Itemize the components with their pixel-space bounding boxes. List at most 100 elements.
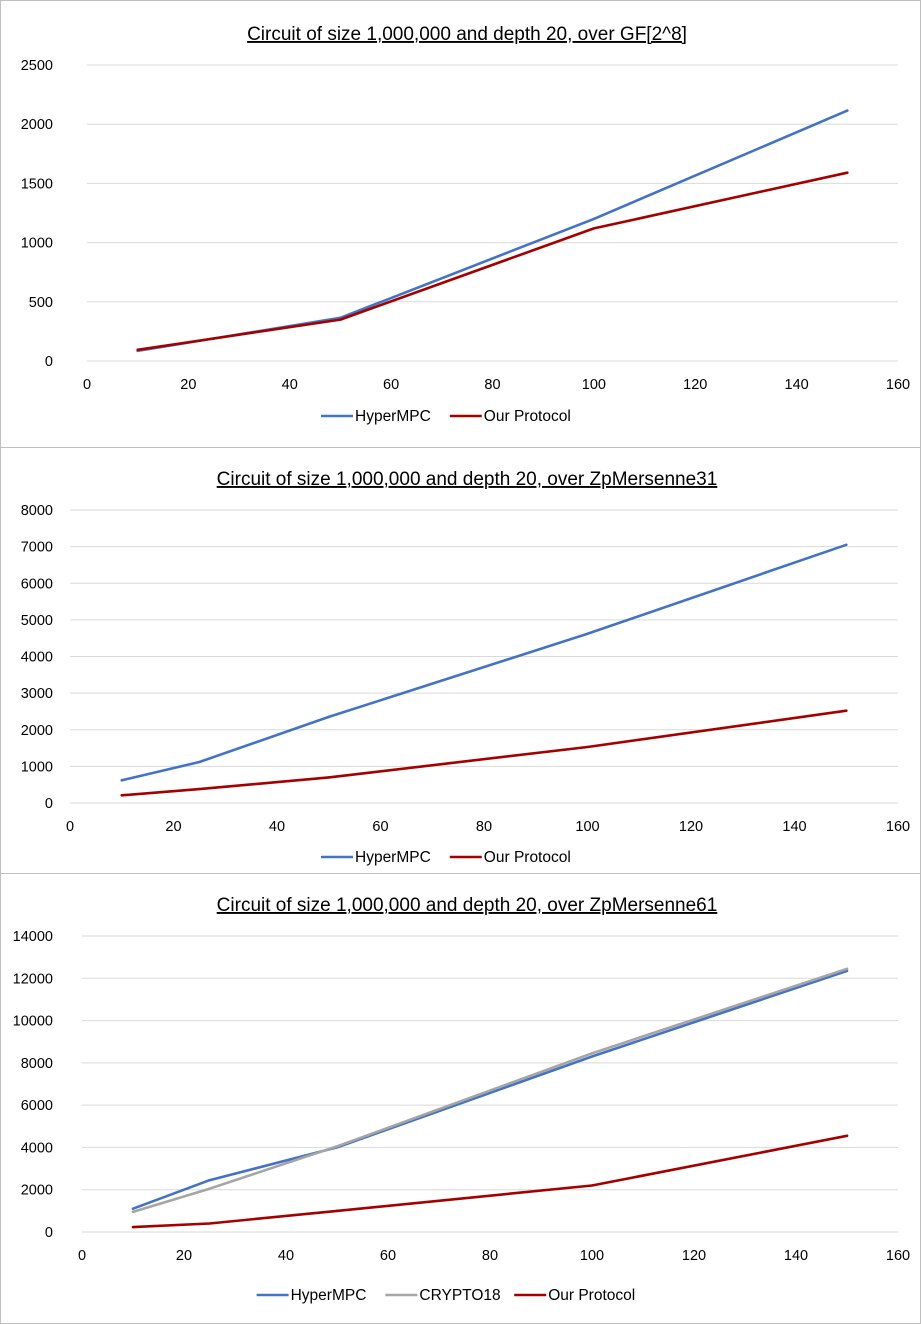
x-tick-label: 140 xyxy=(782,819,806,835)
data-point xyxy=(198,787,201,791)
legend-label: Our Protocol xyxy=(484,849,571,866)
series-line-our-protocol xyxy=(131,1134,849,1229)
data-point xyxy=(208,1187,211,1190)
x-tick-label: 120 xyxy=(679,819,703,835)
legend-label: CRYPTO18 xyxy=(419,1287,500,1304)
y-tick-label: 0 xyxy=(45,1225,53,1241)
y-tick-label: 0 xyxy=(45,354,53,370)
x-tick-label: 120 xyxy=(682,1248,706,1264)
legend-label: Our Protocol xyxy=(484,408,571,425)
legend-entry: CRYPTO18 xyxy=(385,1287,501,1304)
line-chart: Circuit of size 1,000,000 and depth 20, … xyxy=(21,469,910,866)
y-tick-label: 4000 xyxy=(21,650,53,666)
series-line-crypto18 xyxy=(131,967,849,1214)
x-tick-label: 100 xyxy=(582,377,606,393)
x-tick-label: 80 xyxy=(476,819,492,835)
x-tick-label: 0 xyxy=(83,377,91,393)
data-point xyxy=(198,760,201,764)
data-point xyxy=(120,794,123,797)
y-tick-label: 2000 xyxy=(21,1183,53,1199)
x-tick-label: 60 xyxy=(372,819,388,835)
chart-panel-2: Circuit of size 1,000,000 and depth 20, … xyxy=(0,447,921,874)
legend-label: HyperMPC xyxy=(355,408,431,425)
y-tick-label: 5000 xyxy=(21,613,53,629)
legend-entry: HyperMPC xyxy=(321,849,431,866)
chart-panel-3: Circuit of size 1,000,000 and depth 20, … xyxy=(0,873,921,1324)
data-point xyxy=(586,632,589,635)
chart-panel-1: Circuit of size 1,000,000 and depth 20, … xyxy=(0,0,921,448)
chart-title: Circuit of size 1,000,000 and depth 20, … xyxy=(247,24,687,45)
data-point xyxy=(120,779,123,782)
x-tick-label: 100 xyxy=(575,819,599,835)
data-point xyxy=(846,171,849,174)
data-point xyxy=(212,337,215,340)
y-tick-label: 3000 xyxy=(21,686,53,702)
data-point xyxy=(327,776,330,779)
y-tick-label: 2500 xyxy=(21,58,53,74)
y-tick-label: 2000 xyxy=(21,117,53,133)
line-chart: Circuit of size 1,000,000 and depth 20, … xyxy=(13,895,910,1304)
x-tick-label: 80 xyxy=(482,1248,498,1264)
chart-title: Circuit of size 1,000,000 and depth 20, … xyxy=(217,895,718,916)
x-tick-label: 40 xyxy=(282,377,298,393)
x-tick-label: 0 xyxy=(78,1248,86,1264)
data-point xyxy=(845,1134,849,1138)
data-point xyxy=(846,109,849,112)
data-point xyxy=(335,1209,339,1213)
y-tick-label: 1000 xyxy=(21,759,53,775)
x-tick-label: 20 xyxy=(176,1248,192,1264)
data-point xyxy=(590,1055,594,1058)
data-point xyxy=(208,1222,211,1225)
x-tick-label: 0 xyxy=(66,819,74,835)
x-tick-label: 160 xyxy=(886,377,910,393)
x-tick-label: 140 xyxy=(784,1248,808,1264)
y-tick-label: 4000 xyxy=(21,1140,53,1156)
line-chart: Circuit of size 1,000,000 and depth 20, … xyxy=(21,24,910,425)
data-point xyxy=(327,715,330,719)
y-tick-label: 1500 xyxy=(21,176,53,192)
series-line-our-protocol xyxy=(136,171,849,352)
legend-entry: HyperMPC xyxy=(321,408,431,425)
y-tick-label: 6000 xyxy=(21,1098,53,1114)
legend-entry: Our Protocol xyxy=(449,849,571,866)
x-tick-label: 140 xyxy=(785,377,809,393)
data-point xyxy=(592,217,596,221)
legend-entry: Our Protocol xyxy=(449,408,571,425)
data-point xyxy=(845,543,848,546)
data-point xyxy=(136,348,139,351)
data-point xyxy=(592,227,596,230)
y-tick-label: 6000 xyxy=(21,576,53,592)
x-tick-label: 40 xyxy=(278,1248,294,1264)
y-tick-label: 2000 xyxy=(21,723,53,739)
data-point xyxy=(339,318,342,321)
x-tick-label: 100 xyxy=(580,1248,604,1264)
y-tick-label: 12000 xyxy=(13,971,53,987)
series-line-hypermpc xyxy=(120,543,848,782)
chart-title: Circuit of size 1,000,000 and depth 20, … xyxy=(217,469,718,490)
y-tick-label: 1000 xyxy=(21,236,53,252)
data-point xyxy=(131,1225,135,1229)
legend-entry: Our Protocol xyxy=(514,1287,635,1304)
x-tick-label: 20 xyxy=(180,377,196,393)
y-tick-label: 8000 xyxy=(21,1056,53,1072)
y-tick-label: 7000 xyxy=(21,540,53,556)
data-point xyxy=(335,1145,339,1148)
x-tick-label: 20 xyxy=(165,819,181,835)
x-tick-label: 40 xyxy=(269,819,285,835)
legend-label: Our Protocol xyxy=(548,1287,635,1304)
y-tick-label: 8000 xyxy=(21,503,53,519)
x-tick-label: 60 xyxy=(383,377,399,393)
data-point xyxy=(131,1210,135,1214)
y-tick-label: 0 xyxy=(45,796,53,812)
legend-label: HyperMPC xyxy=(355,849,431,866)
x-tick-label: 120 xyxy=(683,377,707,393)
y-tick-label: 500 xyxy=(29,295,53,311)
y-tick-label: 10000 xyxy=(13,1014,53,1030)
y-tick-label: 14000 xyxy=(13,929,53,945)
legend-entry: HyperMPC xyxy=(256,1287,367,1304)
series-line-hypermpc xyxy=(136,109,849,353)
data-point xyxy=(131,1207,135,1210)
legend-label: HyperMPC xyxy=(291,1287,367,1304)
data-point xyxy=(208,1179,211,1182)
